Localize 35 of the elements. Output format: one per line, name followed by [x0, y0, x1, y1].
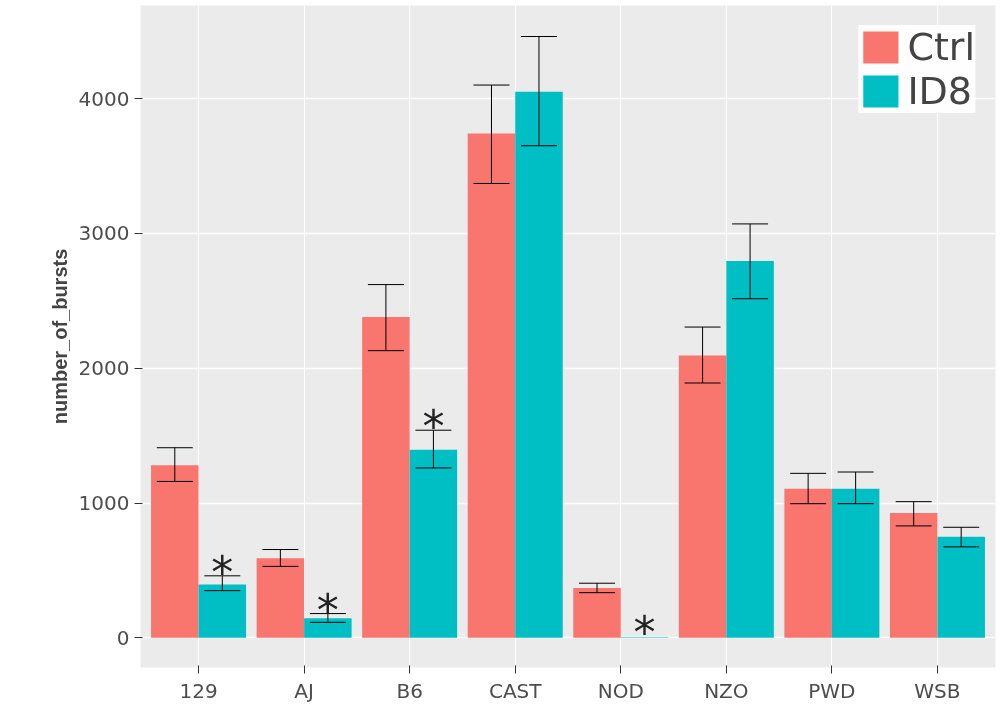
bar	[467, 133, 516, 638]
annotation: *	[422, 401, 445, 453]
bar	[515, 91, 563, 638]
y-tick-label: 0	[116, 625, 130, 650]
bar	[151, 465, 199, 638]
bar	[937, 536, 985, 638]
x-tick-label: AJ	[294, 678, 314, 703]
x-tick-label: 129	[179, 678, 218, 703]
bar	[256, 558, 305, 638]
x-tick-label: CAST	[488, 678, 543, 703]
bar	[573, 587, 621, 638]
y-tick-label: 4000	[78, 86, 130, 111]
bar	[726, 261, 774, 638]
bar	[198, 584, 247, 638]
x-tick-label: B6	[396, 678, 423, 703]
y-axis-title: number_of_bursts	[48, 248, 71, 425]
y-tick-label: 2000	[78, 356, 130, 381]
bar	[784, 488, 832, 638]
annotation: *	[633, 607, 656, 659]
bar	[362, 316, 410, 638]
x-tick-label: PWD	[808, 678, 856, 703]
bar	[831, 488, 880, 638]
bar	[889, 513, 938, 638]
legend-label: ID8	[907, 69, 973, 113]
x-tick-label: NOD	[597, 678, 644, 703]
y-tick-label: 1000	[78, 491, 130, 516]
y-tick-label: 3000	[78, 221, 130, 246]
bar	[409, 449, 458, 638]
bar	[678, 355, 727, 638]
annotation: *	[316, 584, 339, 636]
bar	[304, 618, 352, 638]
x-tick-label: WSB	[914, 678, 961, 703]
annotation: *	[211, 546, 234, 598]
legend-label: Ctrl	[907, 25, 975, 69]
x-tick-label: NZO	[704, 678, 749, 703]
